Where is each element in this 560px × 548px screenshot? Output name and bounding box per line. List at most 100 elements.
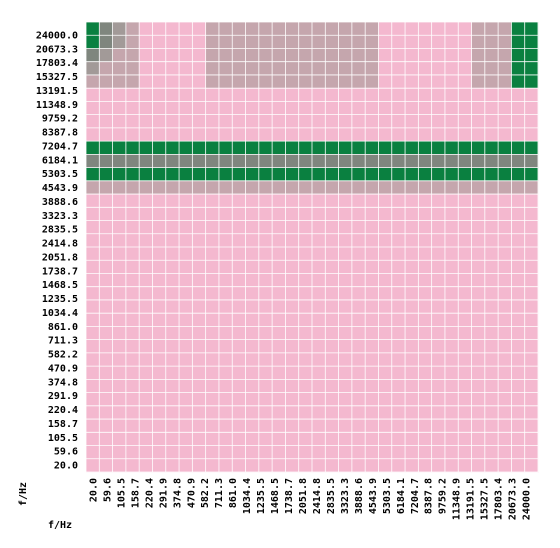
heatmap-cell: [165, 114, 180, 129]
heatmap-cell: [444, 61, 459, 76]
heatmap-cell: [418, 194, 432, 208]
heatmap-cell: [325, 141, 339, 155]
x-tick-label: 20.0: [89, 478, 100, 502]
heatmap-cell: [205, 207, 220, 221]
heatmap-cell: [312, 114, 326, 129]
heatmap-cell: [498, 48, 512, 63]
heatmap-cell: [86, 458, 100, 473]
heatmap-cell: [192, 247, 206, 261]
heatmap-cell: [325, 154, 339, 168]
heatmap-cell: [498, 299, 512, 314]
heatmap-cell: [285, 35, 299, 49]
heatmap-cell: [285, 339, 299, 354]
heatmap-cell: [471, 392, 486, 407]
heatmap-cell: [298, 273, 313, 288]
heatmap-cell: [245, 127, 260, 142]
heatmap-cell: [86, 207, 100, 221]
heatmap-cell: [258, 432, 273, 446]
heatmap-gridlines: [85, 21, 539, 473]
heatmap-cell: [298, 326, 313, 340]
heatmap-cell: [139, 180, 153, 195]
heatmap-cell: [205, 114, 220, 129]
heatmap-cell: [272, 299, 286, 314]
heatmap-cell: [258, 419, 273, 433]
heatmap-cell: [431, 61, 446, 76]
heatmap-cell: [484, 141, 499, 155]
heatmap-cell: [351, 326, 366, 340]
heatmap-cell: [139, 286, 153, 301]
heatmap-cell: [325, 48, 339, 63]
heatmap-cell: [484, 392, 499, 407]
heatmap-cell: [458, 445, 472, 460]
heatmap-cell: [218, 61, 233, 76]
heatmap-cell: [391, 432, 406, 446]
heatmap-cell: [524, 352, 539, 367]
heatmap-cell: [125, 392, 140, 407]
heatmap-cell: [405, 220, 419, 235]
x-tick-label: 158.7: [130, 478, 141, 508]
heatmap-cell: [99, 366, 113, 380]
heatmap-cell: [112, 167, 127, 182]
heatmap-cell: [511, 419, 525, 433]
heatmap-cell: [338, 445, 353, 460]
heatmap-cell: [418, 260, 432, 274]
heatmap-cell: [498, 88, 512, 102]
heatmap-cell: [418, 167, 432, 182]
heatmap-cell: [325, 61, 339, 76]
heatmap-cell: [484, 419, 499, 433]
heatmap-cell: [444, 141, 459, 155]
heatmap-cell: [298, 167, 313, 182]
heatmap-cell: [325, 419, 339, 433]
heatmap-cell: [139, 48, 153, 63]
heatmap-cell: [179, 194, 193, 208]
heatmap-cell: [99, 260, 113, 274]
heatmap-cell: [405, 35, 419, 49]
heatmap-cell: [498, 167, 512, 182]
heatmap-cell: [165, 405, 180, 420]
heatmap-cell: [139, 419, 153, 433]
heatmap-cell: [112, 154, 127, 168]
heatmap-cell: [444, 273, 459, 288]
heatmap-cell: [258, 379, 273, 393]
heatmap-cell: [232, 22, 246, 36]
heatmap-cell: [99, 352, 113, 367]
heatmap-cell: [458, 74, 472, 89]
heatmap-cell: [312, 101, 326, 115]
heatmap-cell: [218, 313, 233, 327]
heatmap-cell: [192, 339, 206, 354]
heatmap-cell: [86, 273, 100, 288]
heatmap-cell: [232, 194, 246, 208]
heatmap-cell: [365, 233, 379, 248]
heatmap-cell: [285, 286, 299, 301]
heatmap-cell: [471, 299, 486, 314]
heatmap-cell: [112, 74, 127, 89]
heatmap-cell: [192, 167, 206, 182]
heatmap-cell: [498, 352, 512, 367]
heatmap-cell: [245, 366, 260, 380]
heatmap-cell: [152, 445, 167, 460]
heatmap-cell: [86, 74, 100, 89]
heatmap-cell: [298, 61, 313, 76]
heatmap-cell: [139, 299, 153, 314]
heatmap-cell: [391, 419, 406, 433]
heatmap-cell: [325, 286, 339, 301]
heatmap-cell: [272, 366, 286, 380]
heatmap-cell: [498, 101, 512, 115]
heatmap-cell: [498, 247, 512, 261]
heatmap-cell: [139, 141, 153, 155]
heatmap-cell: [498, 379, 512, 393]
heatmap-cell: [99, 313, 113, 327]
heatmap-cell: [391, 352, 406, 367]
heatmap-cell: [218, 432, 233, 446]
heatmap-cell: [351, 88, 366, 102]
heatmap-cell: [205, 101, 220, 115]
heatmap-cell: [444, 154, 459, 168]
heatmap-cell: [165, 339, 180, 354]
heatmap-cell: [312, 127, 326, 142]
heatmap-cell: [125, 352, 140, 367]
heatmap-cell: [232, 405, 246, 420]
heatmap-cell: [139, 432, 153, 446]
heatmap-cell: [232, 366, 246, 380]
heatmap-cell: [431, 458, 446, 473]
heatmap-cell: [258, 114, 273, 129]
